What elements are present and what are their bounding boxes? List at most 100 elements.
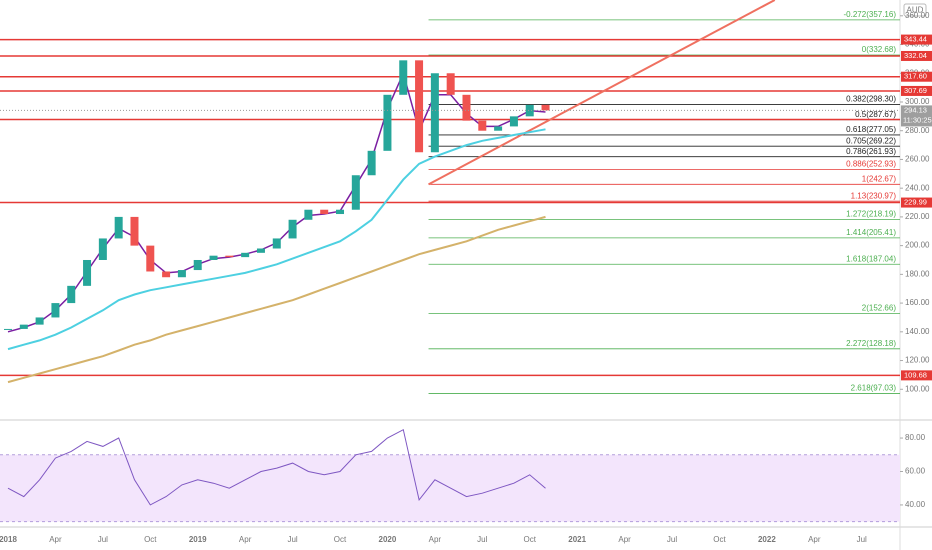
- candle: [177, 270, 186, 278]
- fib-label: 0.5(287.67): [855, 110, 896, 119]
- candle: [4, 328, 12, 330]
- moving-average: [7, 128, 546, 351]
- candle: [399, 60, 408, 95]
- x-tick-label: 2018: [0, 535, 17, 544]
- x-tick-label: Apr: [808, 535, 821, 544]
- candle: [304, 209, 313, 220]
- candle: [193, 259, 202, 271]
- candle: [98, 238, 107, 260]
- level-box: [901, 197, 932, 208]
- candle: [146, 245, 155, 272]
- y-tick-label: 360.00: [905, 11, 930, 20]
- candle: [494, 126, 503, 131]
- candle: [367, 150, 376, 176]
- candle: [225, 255, 234, 258]
- y-tick-label: 100.00: [905, 384, 930, 393]
- x-tick-label: Jul: [667, 535, 677, 544]
- x-tick-label: Jul: [857, 535, 867, 544]
- last-price-box: [901, 105, 932, 127]
- candle: [446, 73, 455, 95]
- x-tick-label: Jul: [477, 535, 487, 544]
- y-tick-label: 240.00: [905, 183, 930, 192]
- y-tick-label: 280.00: [905, 126, 930, 135]
- level-box: [901, 71, 932, 82]
- level-label: 229.99: [904, 198, 927, 207]
- rsi-tick-label: 40.00: [905, 500, 926, 509]
- countdown: 11:30:25: [903, 115, 932, 124]
- level-label: 317.60: [904, 72, 927, 81]
- rsi-line: [7, 428, 546, 506]
- y-tick-label: 160.00: [905, 298, 930, 307]
- candle: [162, 271, 171, 278]
- fib-label: 2.618(97.03): [851, 384, 897, 393]
- candle: [83, 259, 92, 286]
- x-tick-label: Jul: [287, 535, 297, 544]
- candle: [541, 104, 550, 111]
- level-label: 109.68: [904, 370, 927, 379]
- candle: [256, 248, 265, 253]
- candle: [288, 219, 297, 239]
- rsi-tick-label: 60.00: [905, 467, 926, 476]
- y-tick-label: 140.00: [905, 327, 930, 336]
- x-tick-label: Apr: [618, 535, 631, 544]
- fib-label: 1(242.67): [862, 174, 897, 183]
- candle: [430, 73, 439, 153]
- candle: [509, 116, 518, 127]
- fib-label: 1.272(218.19): [846, 210, 896, 219]
- x-tick-label: 2020: [379, 535, 397, 544]
- fib-label: 2(152.66): [862, 304, 897, 313]
- trendline: [428, 0, 776, 186]
- fib-label: 1.414(205.41): [846, 228, 896, 237]
- rsi-tick-label: 80.00: [905, 433, 926, 442]
- last-price-label: 294.13: [904, 105, 927, 114]
- fib-label: 1.13(230.97): [851, 191, 897, 200]
- candle: [272, 238, 281, 249]
- fib-label: -0.272(357.16): [844, 10, 897, 19]
- x-tick-label: Oct: [144, 535, 157, 544]
- currency: AUD: [907, 6, 924, 15]
- x-tick-label: Apr: [429, 535, 442, 544]
- candle: [51, 303, 60, 318]
- y-tick-label: 220.00: [905, 212, 930, 221]
- currency-box[interactable]: [903, 3, 927, 17]
- x-tick-label: Oct: [334, 535, 347, 544]
- candle: [415, 60, 424, 153]
- candle: [320, 209, 329, 215]
- candle: [351, 175, 360, 210]
- y-tick-label: 300.00: [905, 97, 930, 106]
- candle: [383, 94, 392, 151]
- candle: [525, 104, 534, 117]
- y-tick-label: 260.00: [905, 155, 930, 164]
- x-tick-label: Apr: [239, 535, 252, 544]
- fib-label: 0.705(269.22): [846, 136, 896, 145]
- y-tick-label: 120.00: [905, 356, 930, 365]
- candle: [19, 324, 28, 329]
- x-tick-label: Apr: [49, 535, 62, 544]
- level-box: [901, 85, 932, 96]
- fib-label: 2.272(128.18): [846, 339, 896, 348]
- candle: [114, 216, 123, 239]
- x-tick-label: 2019: [189, 535, 207, 544]
- level-box: [901, 370, 932, 381]
- candle: [209, 255, 218, 260]
- level-label: 307.69: [904, 86, 927, 95]
- x-tick-label: Jul: [98, 535, 108, 544]
- candle: [462, 94, 471, 121]
- x-tick-label: Oct: [713, 535, 726, 544]
- level-label: 332.04: [904, 51, 927, 60]
- y-tick-label: 180.00: [905, 269, 930, 278]
- fib-label: 0.886(252.93): [846, 160, 896, 169]
- moving-average: [7, 215, 546, 384]
- level-box: [901, 34, 932, 45]
- fib-label: 0.786(261.93): [846, 147, 896, 156]
- x-tick-label: 2022: [758, 535, 776, 544]
- candle: [35, 317, 44, 325]
- candle: [478, 120, 487, 131]
- fib-label: 0(332.68): [862, 45, 897, 54]
- level-label: 343.44: [904, 35, 927, 44]
- x-tick-label: 2021: [568, 535, 586, 544]
- candle: [241, 252, 250, 258]
- y-tick-label: 200.00: [905, 241, 930, 250]
- level-box: [901, 50, 932, 61]
